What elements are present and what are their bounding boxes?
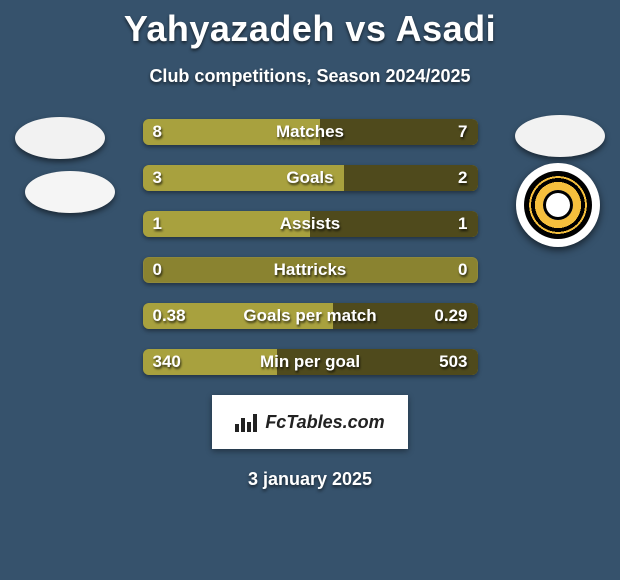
stat-label: Hattricks — [143, 260, 478, 280]
stat-label: Goals per match — [143, 306, 478, 326]
stat-label: Goals — [143, 168, 478, 188]
stat-bar: 00Hattricks — [143, 257, 478, 283]
generated-date: 3 january 2025 — [0, 469, 620, 490]
stat-row: 0.380.29Goals per match — [10, 303, 610, 329]
stat-row: 340503Min per goal — [10, 349, 610, 375]
stat-label: Matches — [143, 122, 478, 142]
page-title: Yahyazadeh vs Asadi — [0, 0, 620, 50]
club-right-logo — [516, 163, 600, 247]
brand-text: FcTables.com — [265, 412, 384, 433]
brand-badge: FcTables.com — [212, 395, 408, 449]
brand-icon — [235, 412, 259, 432]
stat-label: Assists — [143, 214, 478, 234]
stat-bar: 87Matches — [143, 119, 478, 145]
subtitle: Club competitions, Season 2024/2025 — [0, 66, 620, 87]
stat-bar: 340503Min per goal — [143, 349, 478, 375]
stat-bar: 0.380.29Goals per match — [143, 303, 478, 329]
comparison-card: Yahyazadeh vs Asadi Club competitions, S… — [0, 0, 620, 490]
stat-label: Min per goal — [143, 352, 478, 372]
stat-bar: 32Goals — [143, 165, 478, 191]
club-right-logo-graphic — [524, 171, 592, 239]
club-left-logo — [25, 171, 115, 213]
player-right-avatar — [515, 115, 605, 157]
stat-row: 00Hattricks — [10, 257, 610, 283]
player-left-avatar — [15, 117, 105, 159]
stats-section: 87Matches 32Goals 11Assists 00Hattricks 0.38… — [0, 119, 620, 375]
stat-bar: 11Assists — [143, 211, 478, 237]
